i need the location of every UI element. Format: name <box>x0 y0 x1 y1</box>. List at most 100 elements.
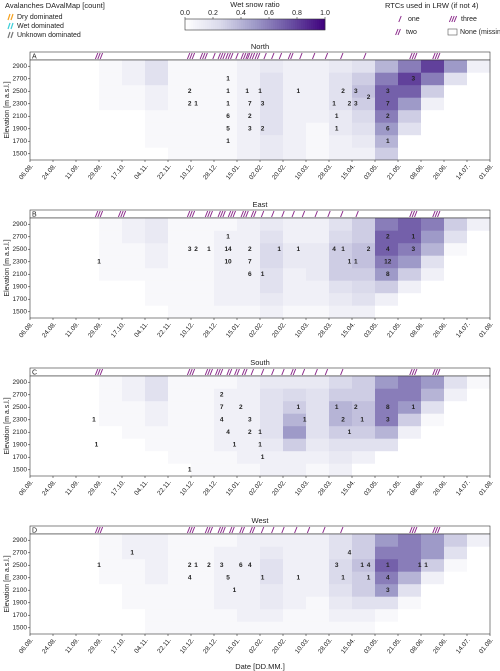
heatmap-cell <box>398 293 422 306</box>
heatmap-cell <box>306 559 330 572</box>
heatmap-cell <box>283 609 307 622</box>
heatmap-cell <box>329 534 353 547</box>
heatmap-cell <box>122 559 146 572</box>
heatmap-cell <box>30 559 54 572</box>
x-tick-label: 28.03. <box>317 321 334 339</box>
rtc-marker <box>212 52 216 60</box>
heatmap-cell <box>53 243 77 256</box>
heatmap-cell <box>375 218 399 231</box>
colorbar-segment <box>319 19 322 30</box>
heatmap-cell <box>283 376 307 389</box>
heatmap-cell <box>168 255 192 269</box>
heatmap-cell <box>30 280 54 294</box>
x-tick-label: 10.03. <box>294 637 311 655</box>
x-tick-label: 20.02. <box>271 479 288 497</box>
x-tick-label: 17.10. <box>110 479 127 497</box>
rtc-marker <box>226 368 230 376</box>
heatmap-cell <box>375 596 399 610</box>
y-tick-label: 1900 <box>13 283 28 290</box>
heatmap-cell <box>306 268 330 281</box>
heatmap-cell <box>76 97 100 111</box>
rtc-marker <box>239 526 243 534</box>
heatmap-cell <box>421 534 445 547</box>
avalanche-count: 14 <box>224 246 232 253</box>
heatmap-cell <box>30 621 54 635</box>
heatmap-cell <box>53 559 77 572</box>
avalanche-count: 1 <box>226 88 230 95</box>
heatmap-cell <box>191 463 215 477</box>
heatmap-cell <box>375 388 399 402</box>
heatmap-cell <box>122 305 146 319</box>
heatmap-cell <box>168 401 192 414</box>
heatmap-cell <box>168 218 192 231</box>
colorbar-segment <box>293 19 296 30</box>
heatmap-cell <box>214 463 238 477</box>
heatmap-cell <box>352 255 376 269</box>
rtc-marker <box>207 210 211 218</box>
heatmap-cell <box>283 255 307 269</box>
colorbar-segment <box>263 19 266 30</box>
colorbar-segment <box>269 19 272 30</box>
heatmap-cell <box>191 110 215 123</box>
heatmap-cell <box>329 268 353 281</box>
rtc-marker <box>219 368 224 376</box>
heatmap-cell <box>352 451 376 464</box>
heatmap-cell <box>444 305 468 319</box>
x-tick-label: 02.02. <box>248 637 265 655</box>
heatmap-cell <box>444 559 468 572</box>
heatmap-cell <box>329 596 353 610</box>
heatmap-cell <box>398 230 422 244</box>
heatmap-cell <box>191 413 215 427</box>
y-tick-label: 2300 <box>13 574 28 581</box>
heatmap-cell <box>168 85 192 98</box>
heatmap-cell <box>191 268 215 281</box>
colorbar-segment <box>195 19 198 30</box>
heatmap-cell <box>421 413 445 427</box>
x-tick-label: 22.11. <box>156 637 173 655</box>
x-tick-label: 17.10. <box>110 163 127 181</box>
heatmap-cell <box>145 280 169 294</box>
avalanche-count: 1 <box>97 258 101 265</box>
rtc-marker <box>251 52 256 60</box>
rtc-marker <box>281 210 285 218</box>
heatmap-cell <box>467 596 491 610</box>
colorbar-segment <box>323 19 326 30</box>
rtc-marker <box>299 52 303 60</box>
rtc-marker <box>97 368 101 376</box>
heatmap-cell <box>329 243 353 256</box>
heatmap-cell <box>306 451 330 464</box>
heatmap-cell <box>76 243 100 256</box>
heatmap-cell <box>168 388 192 402</box>
heatmap-cell <box>168 293 192 306</box>
colorbar-segment <box>315 19 318 30</box>
rtc-marker <box>227 210 232 218</box>
heatmap-cell <box>467 621 491 635</box>
heatmap-cell <box>53 218 77 231</box>
avalanche-count: 1 <box>261 454 265 461</box>
avalanche-count: 2 <box>188 100 192 107</box>
x-tick-label: 04.11. <box>133 637 150 655</box>
rtc-marker <box>99 52 104 60</box>
avalanche-count: 3 <box>412 246 416 253</box>
heatmap-cell <box>444 621 468 635</box>
heatmap-cell <box>214 596 238 610</box>
colorbar-segment <box>279 19 282 30</box>
heatmap-cell <box>306 85 330 98</box>
heatmap-cell <box>444 85 468 98</box>
heatmap-cell <box>30 571 54 585</box>
heatmap-cell <box>145 97 169 111</box>
rtc-marker <box>207 526 211 534</box>
legend-label: Wet dominated <box>17 23 64 30</box>
heatmap-cell <box>398 559 422 572</box>
heatmap-cell <box>76 463 100 477</box>
heatmap-cell <box>214 305 238 319</box>
rtc-marker <box>434 368 438 376</box>
heatmap-cell <box>444 218 468 231</box>
heatmap-cell <box>122 255 146 269</box>
y-tick-label: 1500 <box>13 624 28 631</box>
heatmap-cell <box>421 559 445 572</box>
heatmap-cell <box>329 85 353 98</box>
heatmap-cell <box>237 376 261 389</box>
avalanche-count: 2 <box>194 246 198 253</box>
rtc-marker <box>414 526 418 534</box>
